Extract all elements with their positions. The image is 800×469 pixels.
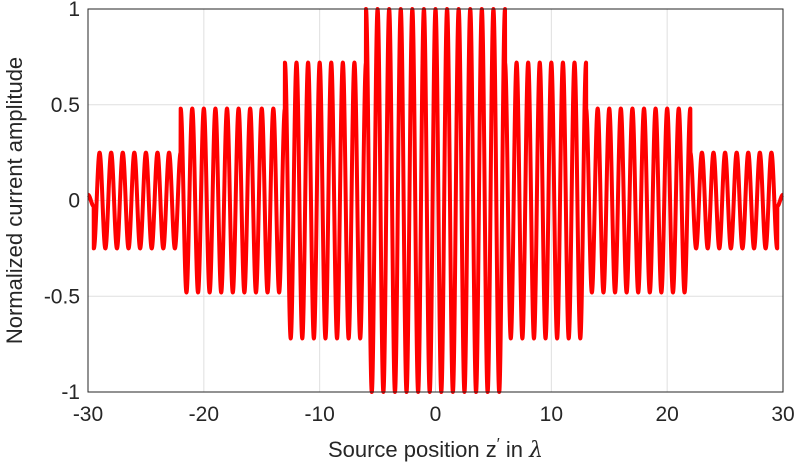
y-tick-label: -0.5 bbox=[44, 285, 80, 308]
y-tick-label: -1 bbox=[61, 381, 80, 404]
x-axis-label-prime: ′ bbox=[497, 436, 500, 453]
x-tick-label: 30 bbox=[771, 403, 794, 426]
x-tick-label: -10 bbox=[304, 403, 334, 426]
x-axis-label-middle: in bbox=[500, 437, 529, 462]
x-axis-label: Source position z′ in λ bbox=[328, 436, 543, 463]
x-tick-label: 10 bbox=[540, 403, 563, 426]
axes-box bbox=[87, 8, 784, 393]
y-tick-label: 1 bbox=[68, 0, 80, 21]
x-tick-label: -30 bbox=[73, 403, 103, 426]
x-tick-label: 0 bbox=[430, 403, 442, 426]
x-tick-label: -20 bbox=[189, 403, 219, 426]
x-tick-labels: -30 -20 -10 0 10 20 30 bbox=[73, 403, 795, 426]
y-tick-label: 0 bbox=[68, 190, 80, 213]
x-axis-label-symbol: λ bbox=[528, 438, 543, 463]
y-tick-labels: -1 -0.5 0 0.5 1 bbox=[44, 0, 80, 404]
x-axis-label-prefix: Source position z bbox=[328, 437, 497, 462]
y-axis-label: Normalized current amplitude bbox=[2, 57, 27, 344]
x-tick-label: 20 bbox=[655, 403, 678, 426]
y-tick-label: 0.5 bbox=[51, 94, 80, 117]
